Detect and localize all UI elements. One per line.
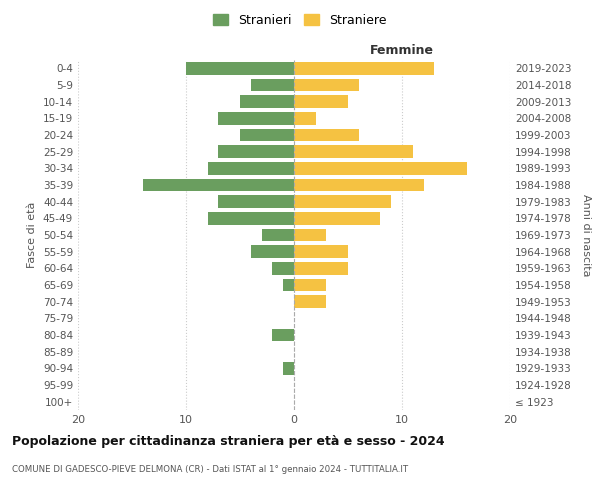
Bar <box>262 229 294 241</box>
Bar <box>240 96 294 108</box>
Bar <box>283 362 294 374</box>
Y-axis label: Fasce di età: Fasce di età <box>28 202 37 268</box>
Bar <box>272 262 294 274</box>
Bar <box>208 212 294 224</box>
Bar <box>294 262 348 274</box>
Legend: Stranieri, Straniere: Stranieri, Straniere <box>208 8 392 32</box>
Bar <box>294 96 348 108</box>
Bar <box>218 196 294 208</box>
Bar <box>208 162 294 174</box>
Bar <box>283 279 294 291</box>
Bar <box>294 279 326 291</box>
Bar <box>294 179 424 192</box>
Bar <box>218 112 294 124</box>
Bar <box>294 146 413 158</box>
Bar <box>294 246 348 258</box>
Bar <box>294 162 467 174</box>
Bar <box>294 196 391 208</box>
Bar <box>186 62 294 74</box>
Text: COMUNE DI GADESCO-PIEVE DELMONA (CR) - Dati ISTAT al 1° gennaio 2024 - TUTTITALI: COMUNE DI GADESCO-PIEVE DELMONA (CR) - D… <box>12 465 408 474</box>
Text: Popolazione per cittadinanza straniera per età e sesso - 2024: Popolazione per cittadinanza straniera p… <box>12 435 445 448</box>
Bar <box>294 212 380 224</box>
Bar <box>294 296 326 308</box>
Bar <box>240 129 294 141</box>
Bar <box>294 112 316 124</box>
Bar <box>294 229 326 241</box>
Bar <box>251 79 294 92</box>
Bar <box>294 79 359 92</box>
Bar <box>294 129 359 141</box>
Bar <box>143 179 294 192</box>
Bar <box>251 246 294 258</box>
Y-axis label: Anni di nascita: Anni di nascita <box>581 194 591 276</box>
Bar <box>272 329 294 341</box>
Bar <box>294 62 434 74</box>
Text: Femmine: Femmine <box>370 44 434 57</box>
Bar <box>218 146 294 158</box>
